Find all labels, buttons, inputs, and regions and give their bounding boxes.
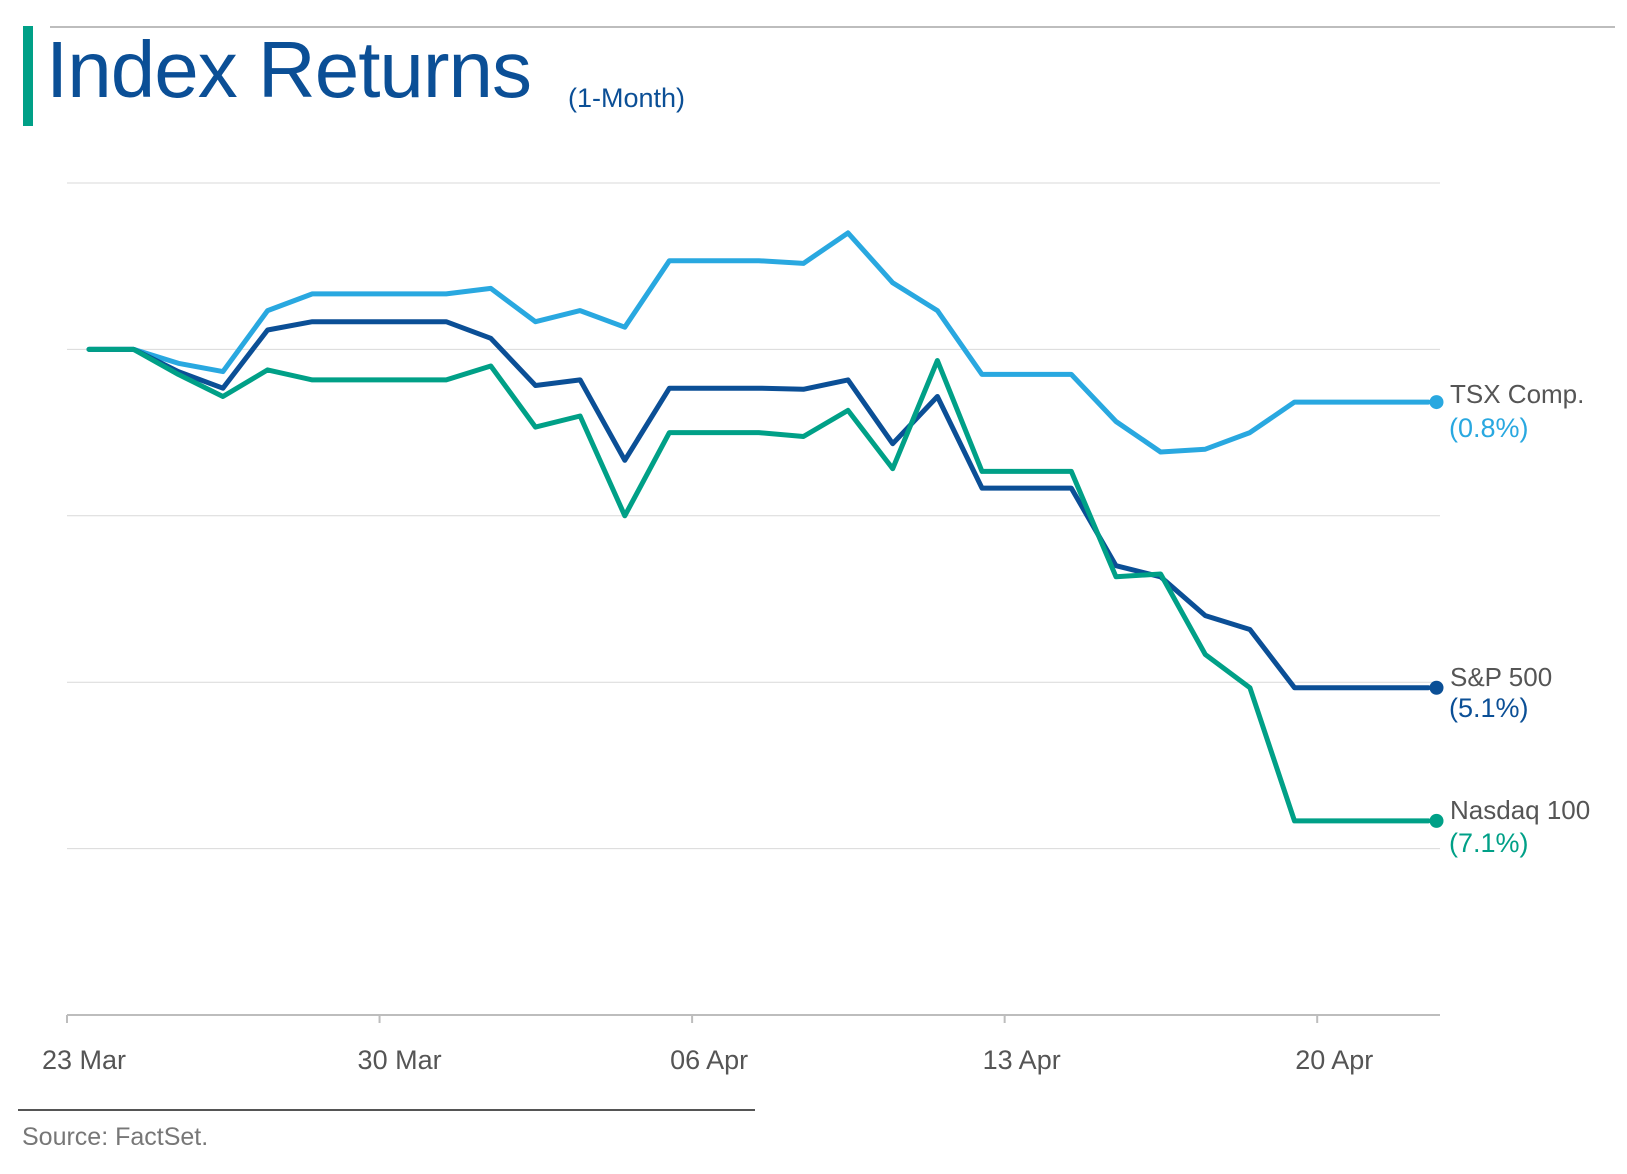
series-line-nasdaq <box>86 346 1431 824</box>
series-end-marker-tsx <box>1429 395 1444 410</box>
source-note: Source: FactSet. <box>22 1123 209 1151</box>
chart-title: Index Returns <box>46 25 532 114</box>
x-tick-label: 06 Apr <box>670 1045 748 1075</box>
series-name-label: S&P 500 <box>1450 662 1552 692</box>
series-end-marker-sp500 <box>1429 680 1444 695</box>
x-tick-label: 23 Mar <box>42 1045 126 1075</box>
series-line-tsx <box>86 230 1431 455</box>
chart-subtitle: (1-Month) <box>568 83 686 113</box>
series-end-marker-nasdaq <box>1429 813 1444 828</box>
series-value-label: (5.1%) <box>1449 693 1529 723</box>
x-tick-label: 13 Apr <box>983 1045 1061 1075</box>
series-name-label: Nasdaq 100 <box>1450 795 1590 825</box>
series-name-label: TSX Comp. <box>1450 379 1584 409</box>
top-rule <box>50 26 1615 28</box>
series-value-label: (7.1%) <box>1449 828 1529 858</box>
x-tick-label: 20 Apr <box>1295 1045 1373 1075</box>
x-tick-label: 30 Mar <box>358 1045 442 1075</box>
source-rule <box>18 1109 755 1111</box>
series-value-label: (0.8%) <box>1449 413 1529 443</box>
series-line-sp500 <box>86 319 1431 691</box>
title-accent-bar <box>23 26 33 126</box>
